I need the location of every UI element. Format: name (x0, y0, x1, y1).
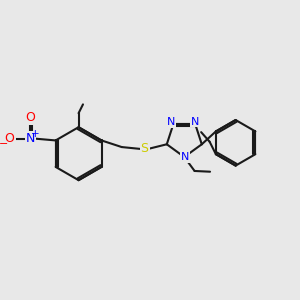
Text: N: N (191, 116, 199, 127)
Text: N: N (181, 152, 190, 162)
Text: +: + (32, 129, 40, 139)
Text: N: N (26, 132, 35, 145)
Text: N: N (167, 117, 176, 127)
Text: −: − (0, 139, 8, 149)
Text: O: O (26, 112, 35, 124)
Text: O: O (5, 132, 15, 145)
Text: S: S (140, 142, 148, 155)
